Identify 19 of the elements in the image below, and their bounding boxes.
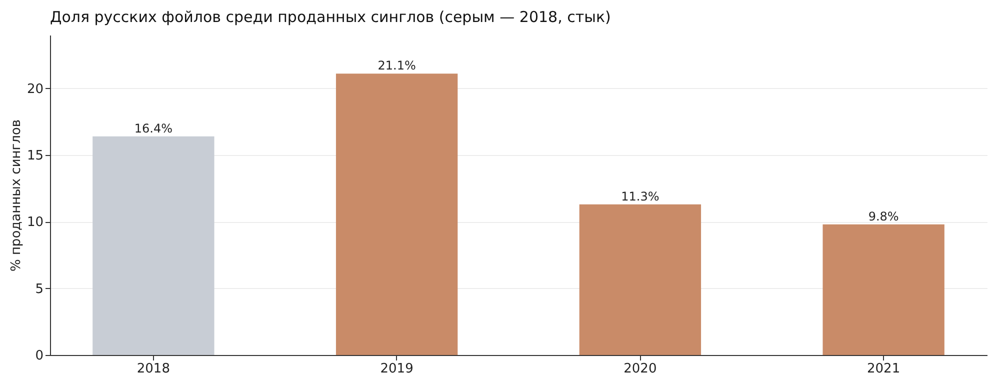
y-tick-label: 15 [26, 148, 44, 164]
y-axis-title: % проданных синглов [8, 119, 24, 272]
y-tick-label: 20 [26, 82, 44, 97]
bar [822, 224, 944, 355]
bar [92, 136, 214, 355]
x-tick-label: 2020 [624, 362, 657, 376]
x-tick-label: 2019 [380, 362, 414, 376]
y-tick-label: 0 [35, 348, 44, 364]
x-tick-label: 2018 [136, 362, 170, 376]
bar [579, 204, 702, 355]
data-label: 16.4% [134, 121, 172, 136]
chart-title: Доля русских фойлов среди проданных синглов (серым — 2018, стык) [50, 8, 611, 26]
y-tick-label: 5 [35, 282, 44, 297]
x-tick-label: 2021 [867, 362, 900, 376]
data-label: 9.8% [868, 209, 899, 224]
bar [336, 74, 458, 355]
y-tick-label: 10 [26, 215, 44, 230]
data-label: 21.1% [378, 58, 416, 73]
data-label: 11.3% [621, 189, 660, 204]
